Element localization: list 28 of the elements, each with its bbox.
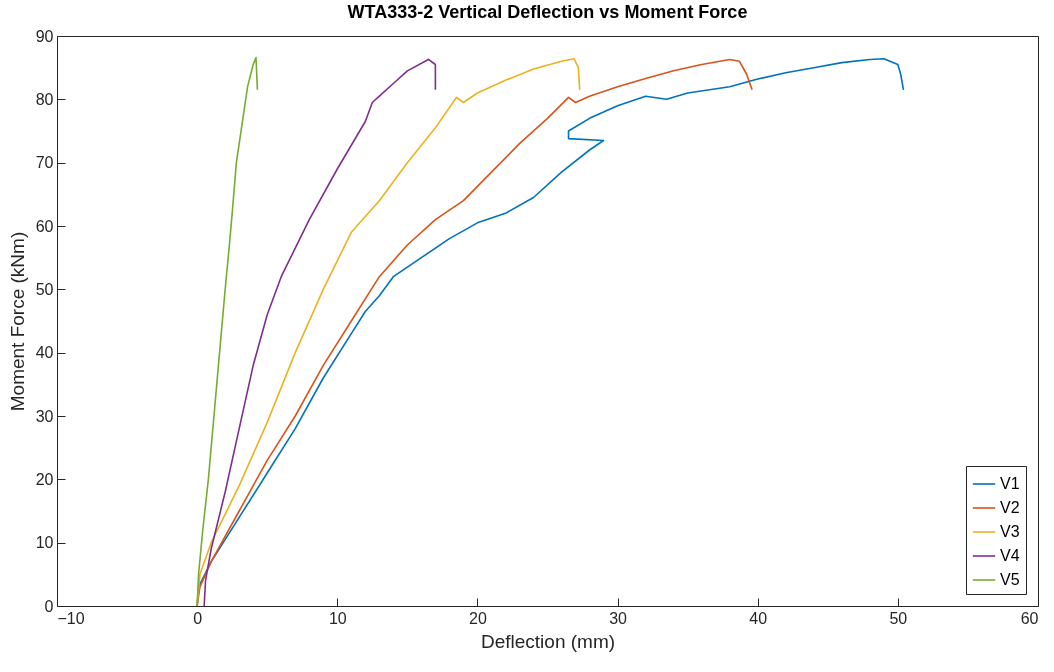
x-tick-label: 40 xyxy=(749,609,768,627)
x-tick-label: 50 xyxy=(889,609,908,627)
y-tick-label: 20 xyxy=(35,470,54,488)
line-series xyxy=(196,56,259,607)
y-tick-label: 0 xyxy=(44,597,54,615)
x-tick-label: −10 xyxy=(57,609,85,627)
legend-label: V1 xyxy=(1000,475,1020,492)
y-tick-label: 30 xyxy=(35,407,54,425)
x-tick-label: 60 xyxy=(1020,609,1039,627)
y-tick-label: 40 xyxy=(35,344,54,362)
y-tick-label: 90 xyxy=(35,27,54,45)
y-tick-label: 60 xyxy=(35,217,54,235)
chart-title: WTA333-2 Vertical Deflection vs Moment Force xyxy=(347,2,748,22)
legend-label: V5 xyxy=(1000,571,1020,588)
x-tick-label: 0 xyxy=(193,609,203,627)
legend-label: V2 xyxy=(1000,499,1020,516)
line-series xyxy=(203,58,437,607)
x-tick-label: 20 xyxy=(469,609,487,627)
y-tick-label: 80 xyxy=(35,90,54,108)
y-axis-title: Moment Force (kNm) xyxy=(6,231,28,412)
legend-label: V3 xyxy=(1000,523,1020,540)
x-tick-label: 10 xyxy=(328,609,347,627)
x-axis-title: Deflection (mm) xyxy=(480,630,616,652)
legend-label: V4 xyxy=(1000,547,1020,564)
y-tick-label: 10 xyxy=(35,534,54,552)
x-tick-label: 30 xyxy=(609,609,628,627)
y-tick-label: 70 xyxy=(35,154,54,172)
y-tick-label: 50 xyxy=(35,280,54,298)
